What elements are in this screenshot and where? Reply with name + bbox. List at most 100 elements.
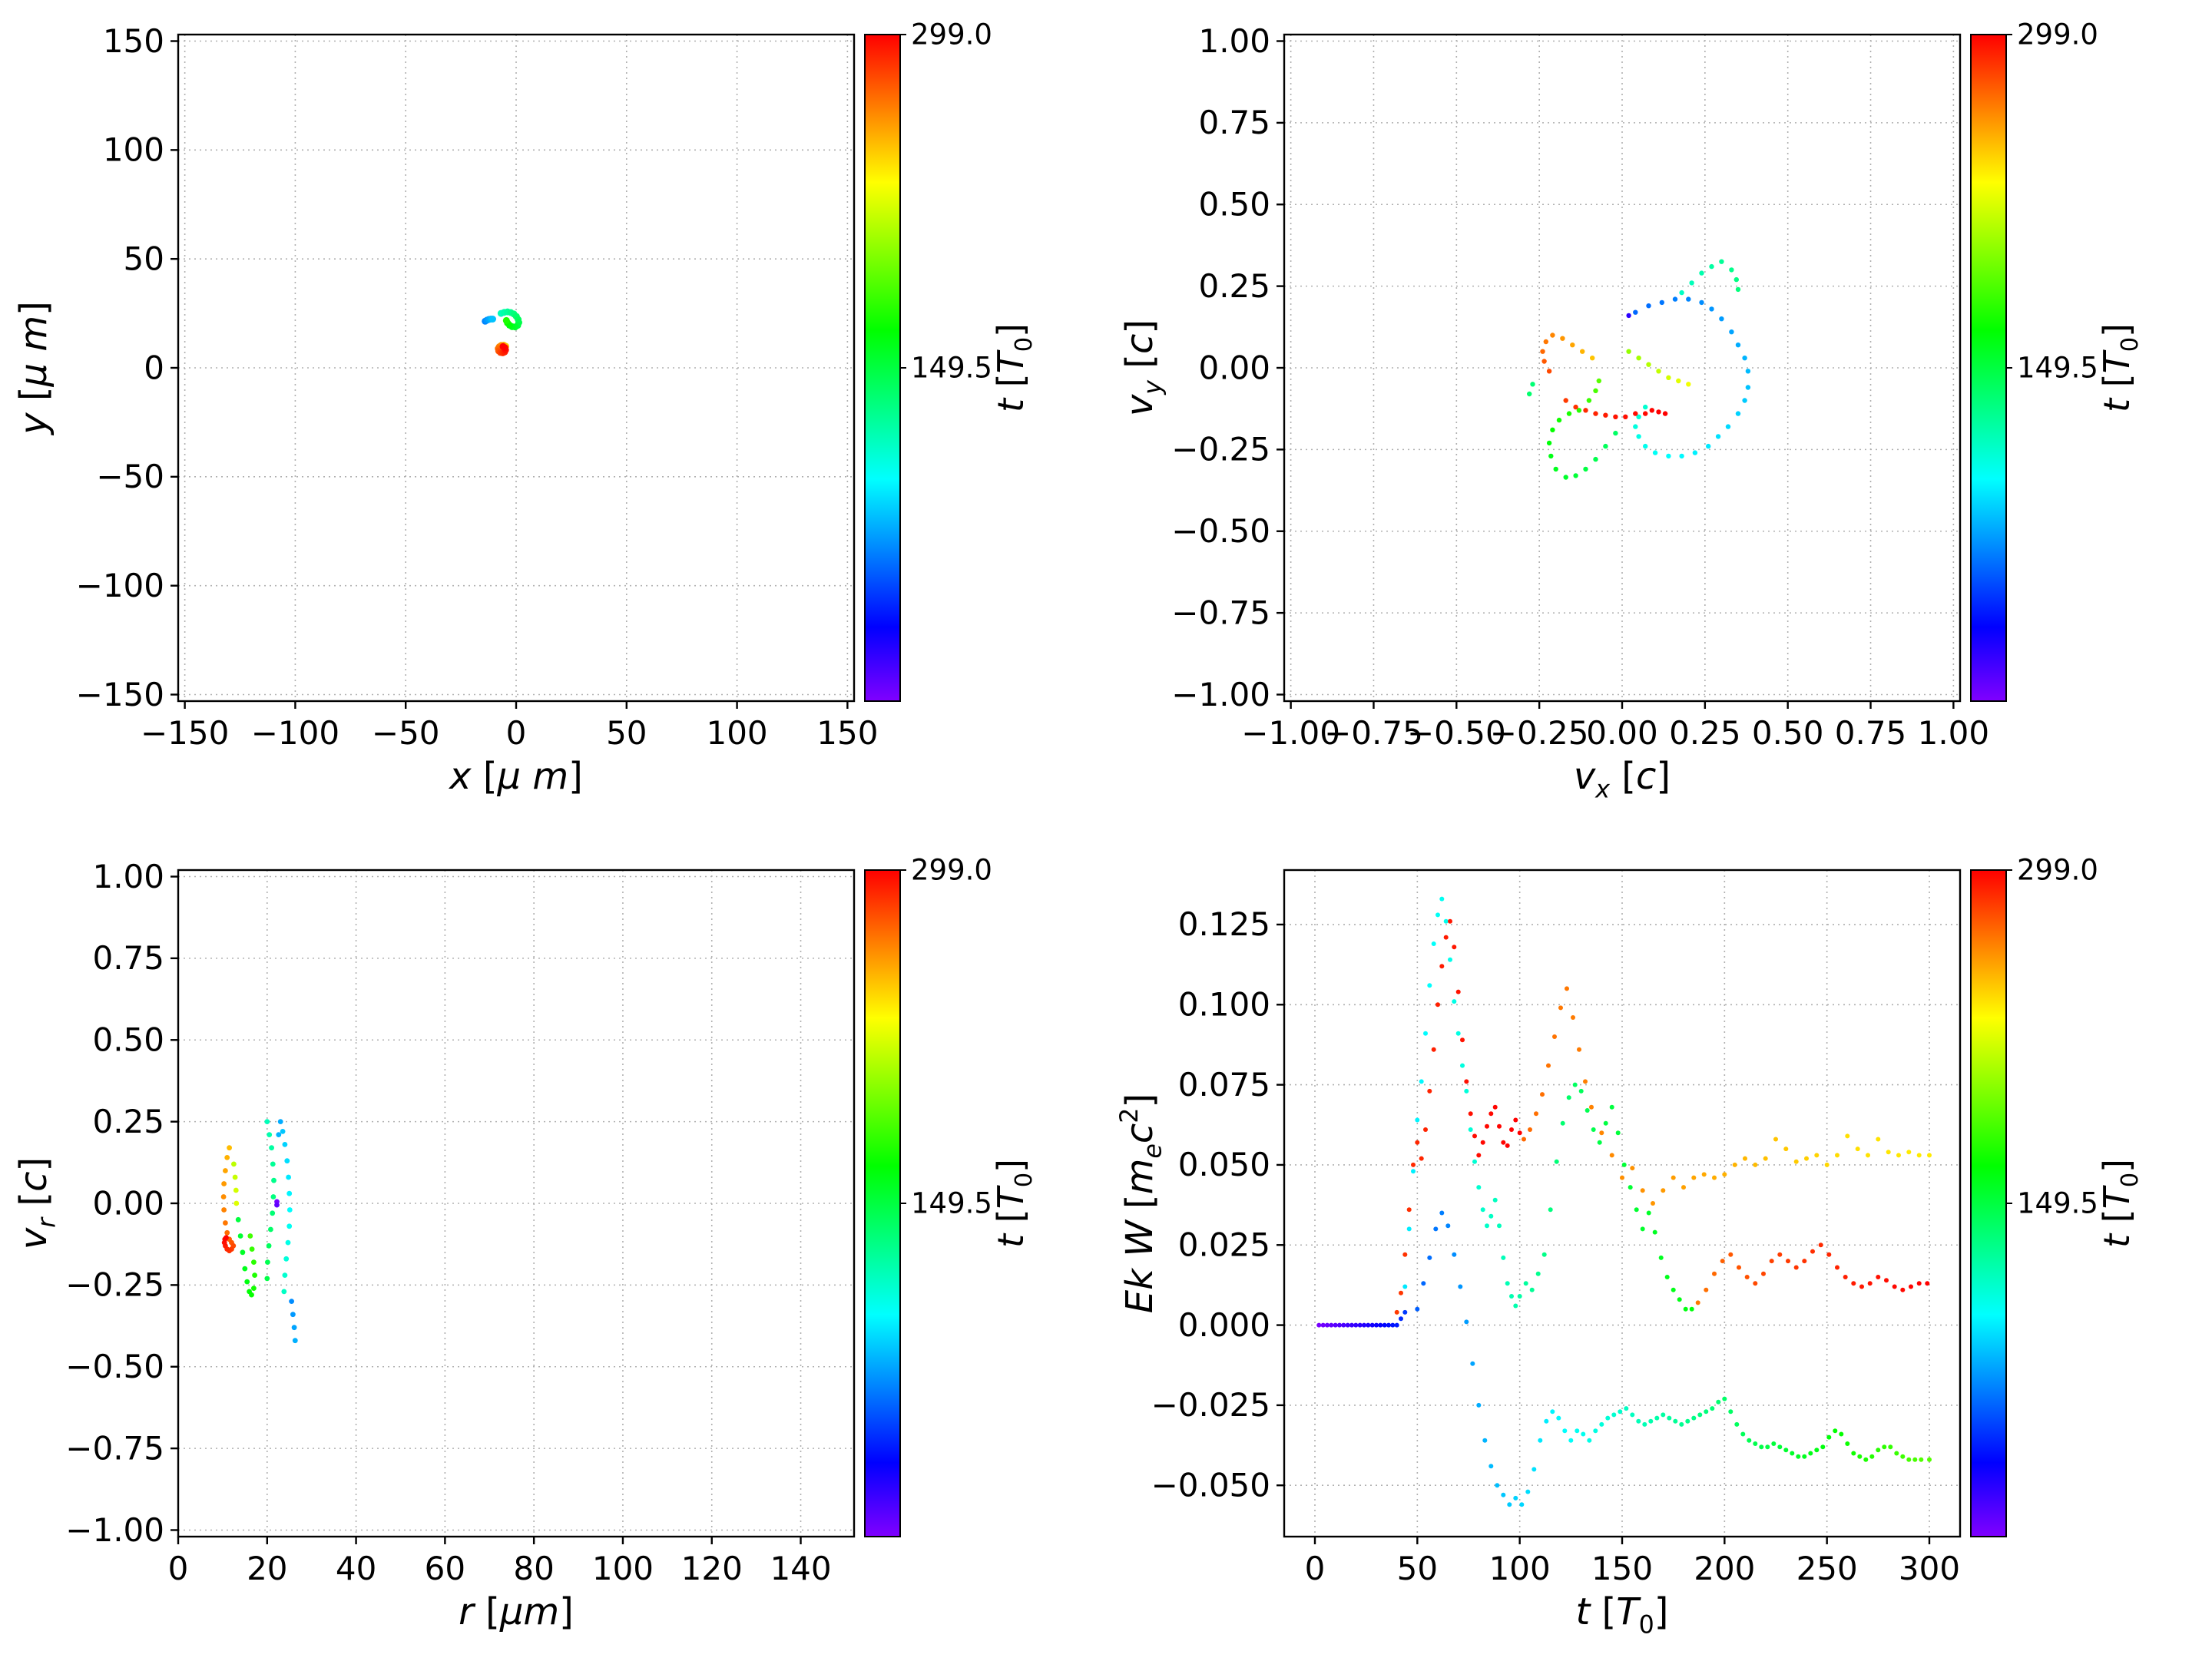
y-tick-label: −0.25 [65, 1266, 164, 1304]
data-point [1636, 434, 1641, 439]
data-point [1773, 1137, 1778, 1142]
data-point [1722, 1172, 1727, 1177]
data-point [1554, 1159, 1559, 1164]
data-point [1729, 267, 1734, 273]
data-point [1390, 1322, 1396, 1328]
data-point [1833, 1428, 1838, 1434]
data-point [1710, 1406, 1715, 1411]
data-point [1580, 349, 1585, 354]
data-point [1419, 1156, 1424, 1161]
data-point [1455, 989, 1461, 994]
data-point [252, 1272, 257, 1278]
data-point [1729, 329, 1734, 335]
data-point [1470, 1361, 1475, 1366]
data-point [1679, 290, 1684, 296]
data-point [1448, 918, 1452, 924]
data-point [1505, 1281, 1510, 1286]
colorbar-tick-label: 299.0 [2017, 18, 2098, 51]
data-point [1636, 1418, 1641, 1424]
data-point [1593, 456, 1598, 462]
data-point [1712, 1271, 1717, 1276]
data-point [1560, 336, 1565, 341]
data-point [286, 1174, 291, 1180]
data-point [1517, 1130, 1522, 1136]
data-point [1820, 1444, 1826, 1450]
data-point [1316, 1322, 1322, 1328]
data-point [1583, 1079, 1588, 1084]
data-point [1472, 1133, 1477, 1139]
data-point [1777, 1252, 1783, 1257]
data-point [1546, 440, 1552, 446]
data-point [1468, 1127, 1473, 1132]
data-point [231, 1161, 237, 1167]
data-point [1691, 1415, 1697, 1421]
axes-spines [177, 869, 856, 1538]
data-point [221, 1181, 227, 1186]
y-tick-label: 1.00 [92, 858, 164, 895]
x-tick-label: 1.00 [1918, 714, 1990, 752]
data-point [1497, 1123, 1502, 1129]
data-point [1565, 986, 1569, 991]
data-point [1439, 964, 1445, 969]
colorbar [864, 869, 901, 1537]
data-point [1464, 1088, 1469, 1094]
data-point [1643, 411, 1648, 416]
data-point [264, 1276, 270, 1282]
x-tick-label: −150 [141, 714, 229, 752]
data-point [1406, 1207, 1412, 1213]
data-point [489, 316, 496, 323]
data-point [1810, 1249, 1815, 1254]
data-point [1814, 1448, 1820, 1453]
data-point [1590, 356, 1595, 361]
data-point [1689, 280, 1694, 286]
data-point [1732, 1162, 1737, 1167]
subplot-x-y: −150 −100 −50 0 50 100 150 −150 −100 −50 0 50 100 150… [0, 0, 1106, 836]
y-tick-label: 0.000 [1178, 1306, 1270, 1344]
data-point [1423, 1127, 1428, 1132]
data-point [1763, 1156, 1768, 1161]
y-tick-label: 0 [144, 349, 164, 386]
data-point [280, 1129, 286, 1134]
data-point [1427, 1255, 1432, 1260]
data-point [1538, 1438, 1543, 1443]
data-point [285, 1239, 291, 1246]
data-point [1439, 896, 1445, 902]
data-point [1583, 408, 1588, 413]
data-point [1597, 1140, 1602, 1145]
data-point [1777, 1444, 1783, 1450]
data-point [1876, 1275, 1881, 1279]
data-point [1464, 1319, 1469, 1325]
y-tick-label: 0.25 [1198, 267, 1270, 305]
data-point [1337, 1322, 1342, 1328]
data-point [1742, 398, 1747, 403]
data-point [1661, 1188, 1666, 1193]
data-point [1485, 1123, 1489, 1129]
x-tick-label: −0.75 [1324, 714, 1423, 752]
data-point [1480, 1207, 1485, 1213]
data-point [1485, 1223, 1489, 1229]
data-point [1482, 1438, 1488, 1443]
x-tick-label: 0.25 [1669, 714, 1741, 752]
data-point [1743, 1156, 1747, 1161]
y-tick-label: 0.00 [92, 1184, 164, 1222]
data-point [1566, 411, 1572, 416]
data-point [1839, 1431, 1844, 1437]
data-point [1546, 1063, 1551, 1068]
data-point [249, 1292, 254, 1298]
data-point [1786, 1259, 1790, 1264]
data-point [1320, 1322, 1326, 1328]
data-point [1550, 333, 1555, 338]
data-point [291, 1325, 297, 1331]
data-point [1439, 1210, 1445, 1216]
data-point [1621, 1162, 1627, 1167]
data-point [266, 1242, 272, 1249]
data-point [1808, 1451, 1813, 1456]
data-point [1814, 1153, 1820, 1158]
data-point [1525, 1489, 1531, 1494]
data-point [1636, 414, 1641, 419]
data-point [221, 1207, 227, 1213]
data-point [1735, 342, 1741, 348]
data-point [1476, 1402, 1482, 1408]
data-point [1366, 1322, 1371, 1328]
colorbar-tick-label: 299.0 [2017, 854, 2098, 887]
